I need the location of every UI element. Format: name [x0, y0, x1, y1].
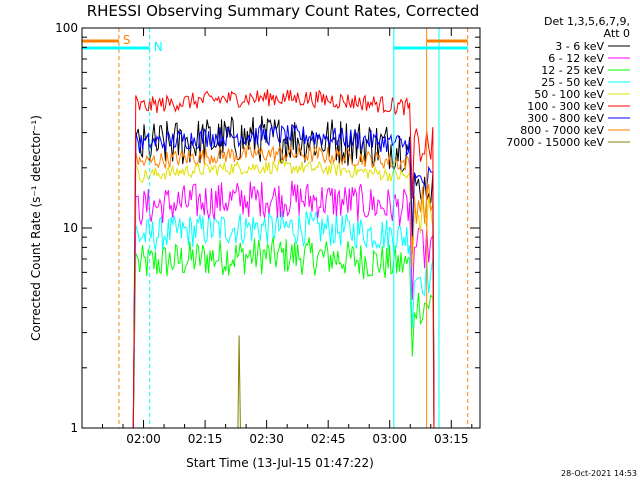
chart-title: RHESSI Observing Summary Count Rates, Co…	[87, 2, 480, 20]
legend-header-line-2: Att 0	[604, 27, 630, 40]
y-axis-label: Corrected Count Rate (s⁻¹ detector⁻¹)	[29, 115, 43, 341]
x-axis-label: Start Time (13-Jul-15 01:47:22)	[186, 456, 374, 470]
footer-timestamp: 28-Oct-2021 14:53	[561, 469, 637, 478]
legend-label: 50 - 100 keV	[534, 88, 604, 101]
y-tick-label: 100	[55, 21, 78, 35]
legend-label: 7000 - 15000 keV	[506, 136, 604, 149]
series-line-300-800-kev	[132, 123, 435, 429]
series-line-50-100-kev	[132, 158, 435, 429]
flag-label-n: N	[154, 40, 163, 54]
series-line-12-25-kev	[132, 236, 435, 429]
series-line-25-50-kev	[132, 210, 435, 429]
legend-label: 25 - 50 keV	[541, 76, 604, 89]
x-tick-label: 03:00	[372, 432, 407, 446]
legend-label: 6 - 12 keV	[548, 52, 604, 65]
legend-label: 100 - 300 keV	[527, 100, 604, 113]
flag-label-s: S	[123, 33, 131, 47]
legend-label: 800 - 7000 keV	[520, 124, 604, 137]
x-ticks: 02:00 02:15 02:30 02:45 03:00 03:15	[102, 28, 473, 446]
x-tick-label: 02:45	[311, 432, 346, 446]
series-line-100-300-kev	[132, 89, 435, 429]
series-line-7000-15000-kev	[237, 335, 241, 429]
x-tick-label: 02:15	[188, 432, 223, 446]
y-ticks: 1 10 100	[55, 21, 480, 435]
y-tick-label: 1	[70, 421, 78, 435]
legend-label: 12 - 25 keV	[541, 64, 604, 77]
x-tick-label: 02:00	[126, 432, 161, 446]
series-layer	[132, 89, 435, 429]
x-tick-label: 02:30	[249, 432, 284, 446]
series-line-6-12-kev	[132, 180, 435, 429]
series-line-800-7000-kev	[132, 144, 435, 429]
legend-header-line-1: Det 1,3,5,6,7,9,	[544, 15, 630, 28]
y-tick-label: 10	[63, 221, 78, 235]
legend-label: 3 - 6 keV	[555, 40, 604, 53]
legend-label: 300 - 800 keV	[527, 112, 604, 125]
x-tick-label: 03:15	[434, 432, 469, 446]
